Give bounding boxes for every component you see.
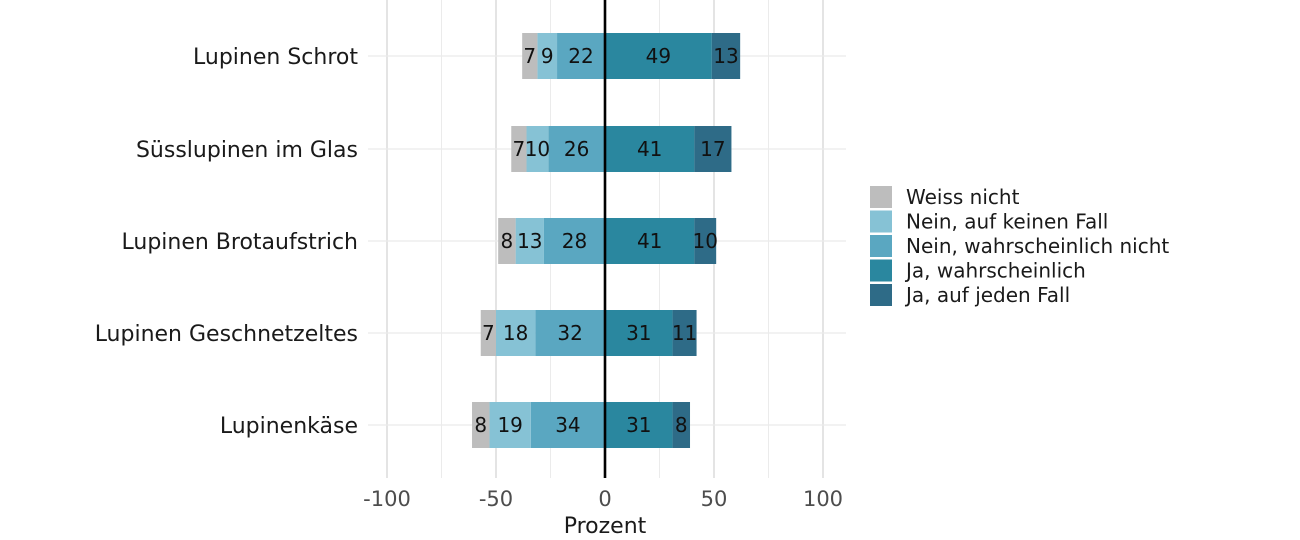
bar-value-label: 31 xyxy=(626,413,651,437)
bar-value-label: 10 xyxy=(525,137,550,161)
bar-segment xyxy=(694,218,717,264)
legend-swatch xyxy=(870,259,892,282)
category-labels: Lupinen Schrot Süsslupinen im Glas Lupinen… xyxy=(95,45,359,439)
x-tick-label: -100 xyxy=(363,487,411,511)
bar-value-label: 41 xyxy=(637,137,662,161)
x-tick-labels: -100 -50 0 50 100 xyxy=(363,487,843,511)
bar-segment xyxy=(480,310,496,356)
bar-value-label: 32 xyxy=(557,321,582,345)
bar-segment xyxy=(496,310,536,356)
bar-value-label: 11 xyxy=(672,321,697,345)
bar-segment xyxy=(605,126,695,172)
bar-segment xyxy=(530,402,605,448)
bar-segment xyxy=(489,402,531,448)
bar-value-label: 31 xyxy=(626,321,651,345)
legend-swatch xyxy=(870,210,892,233)
x-tick-label: -50 xyxy=(479,487,513,511)
category-label: Lupinen Geschnetzeltes xyxy=(95,322,358,347)
bar-value-label: 8 xyxy=(474,413,487,437)
bar-value-label: 34 xyxy=(555,413,580,437)
bar-value-label: 49 xyxy=(646,44,671,68)
bar-segment xyxy=(548,126,605,172)
bar-segment xyxy=(515,218,544,264)
legend-label: Ja, wahrscheinlich xyxy=(904,259,1086,283)
bar-value-label: 9 xyxy=(541,44,554,68)
bar-value-label: 8 xyxy=(501,229,514,253)
bar-value-label: 8 xyxy=(675,413,688,437)
bar-segment xyxy=(711,33,741,79)
bar-segment xyxy=(557,33,605,79)
bar-value-label: 41 xyxy=(637,229,662,253)
legend-label: Nein, wahrscheinlich nicht xyxy=(906,234,1169,258)
category-label: Lupinen Schrot xyxy=(193,45,358,70)
x-tick-label: 50 xyxy=(701,487,728,511)
bar-segment xyxy=(672,402,691,448)
bar-segment xyxy=(472,402,490,448)
bar-value-label: 7 xyxy=(482,321,495,345)
bar-value-label: 7 xyxy=(513,137,526,161)
bar-value-label: 22 xyxy=(568,44,593,68)
bar-segment xyxy=(498,218,516,264)
legend-label: Weiss nicht xyxy=(906,185,1020,209)
bar-value-label: 13 xyxy=(517,229,542,253)
x-tick-label: 100 xyxy=(803,487,843,511)
legend-label: Nein, auf keinen Fall xyxy=(906,210,1108,234)
legend-label: Ja, auf jeden Fall xyxy=(904,283,1070,307)
bar-value-label: 17 xyxy=(700,137,725,161)
bar-value-label: 7 xyxy=(523,44,536,68)
bar-segment xyxy=(605,33,712,79)
bar-value-label: 10 xyxy=(693,229,718,253)
bar-value-label: 13 xyxy=(713,44,738,68)
legend-swatch xyxy=(870,186,892,208)
bar-segment xyxy=(694,126,732,172)
x-tick-label: 0 xyxy=(598,487,611,511)
category-label: Lupinenkäse xyxy=(220,414,358,439)
legend-swatch xyxy=(870,284,892,306)
bar-value-label: 19 xyxy=(497,413,522,437)
bar-value-label: 18 xyxy=(503,321,528,345)
bar-segment xyxy=(522,33,538,79)
bars xyxy=(472,33,741,448)
bar-segment xyxy=(605,402,673,448)
bar-segment xyxy=(537,33,558,79)
bar-value-label: 26 xyxy=(564,137,589,161)
bar-segment xyxy=(672,310,697,356)
category-label: Süsslupinen im Glas xyxy=(136,138,358,163)
bar-segment xyxy=(543,218,605,264)
bar-segment xyxy=(605,310,673,356)
bar-segment xyxy=(605,218,695,264)
bar-segment xyxy=(511,126,527,172)
bar-segment xyxy=(526,126,549,172)
bar-value-label: 28 xyxy=(562,229,587,253)
legend-swatch xyxy=(870,235,892,257)
bar-segment xyxy=(535,310,605,356)
x-axis-title: Prozent xyxy=(564,514,647,539)
category-label: Lupinen Brotaufstrich xyxy=(122,230,359,255)
